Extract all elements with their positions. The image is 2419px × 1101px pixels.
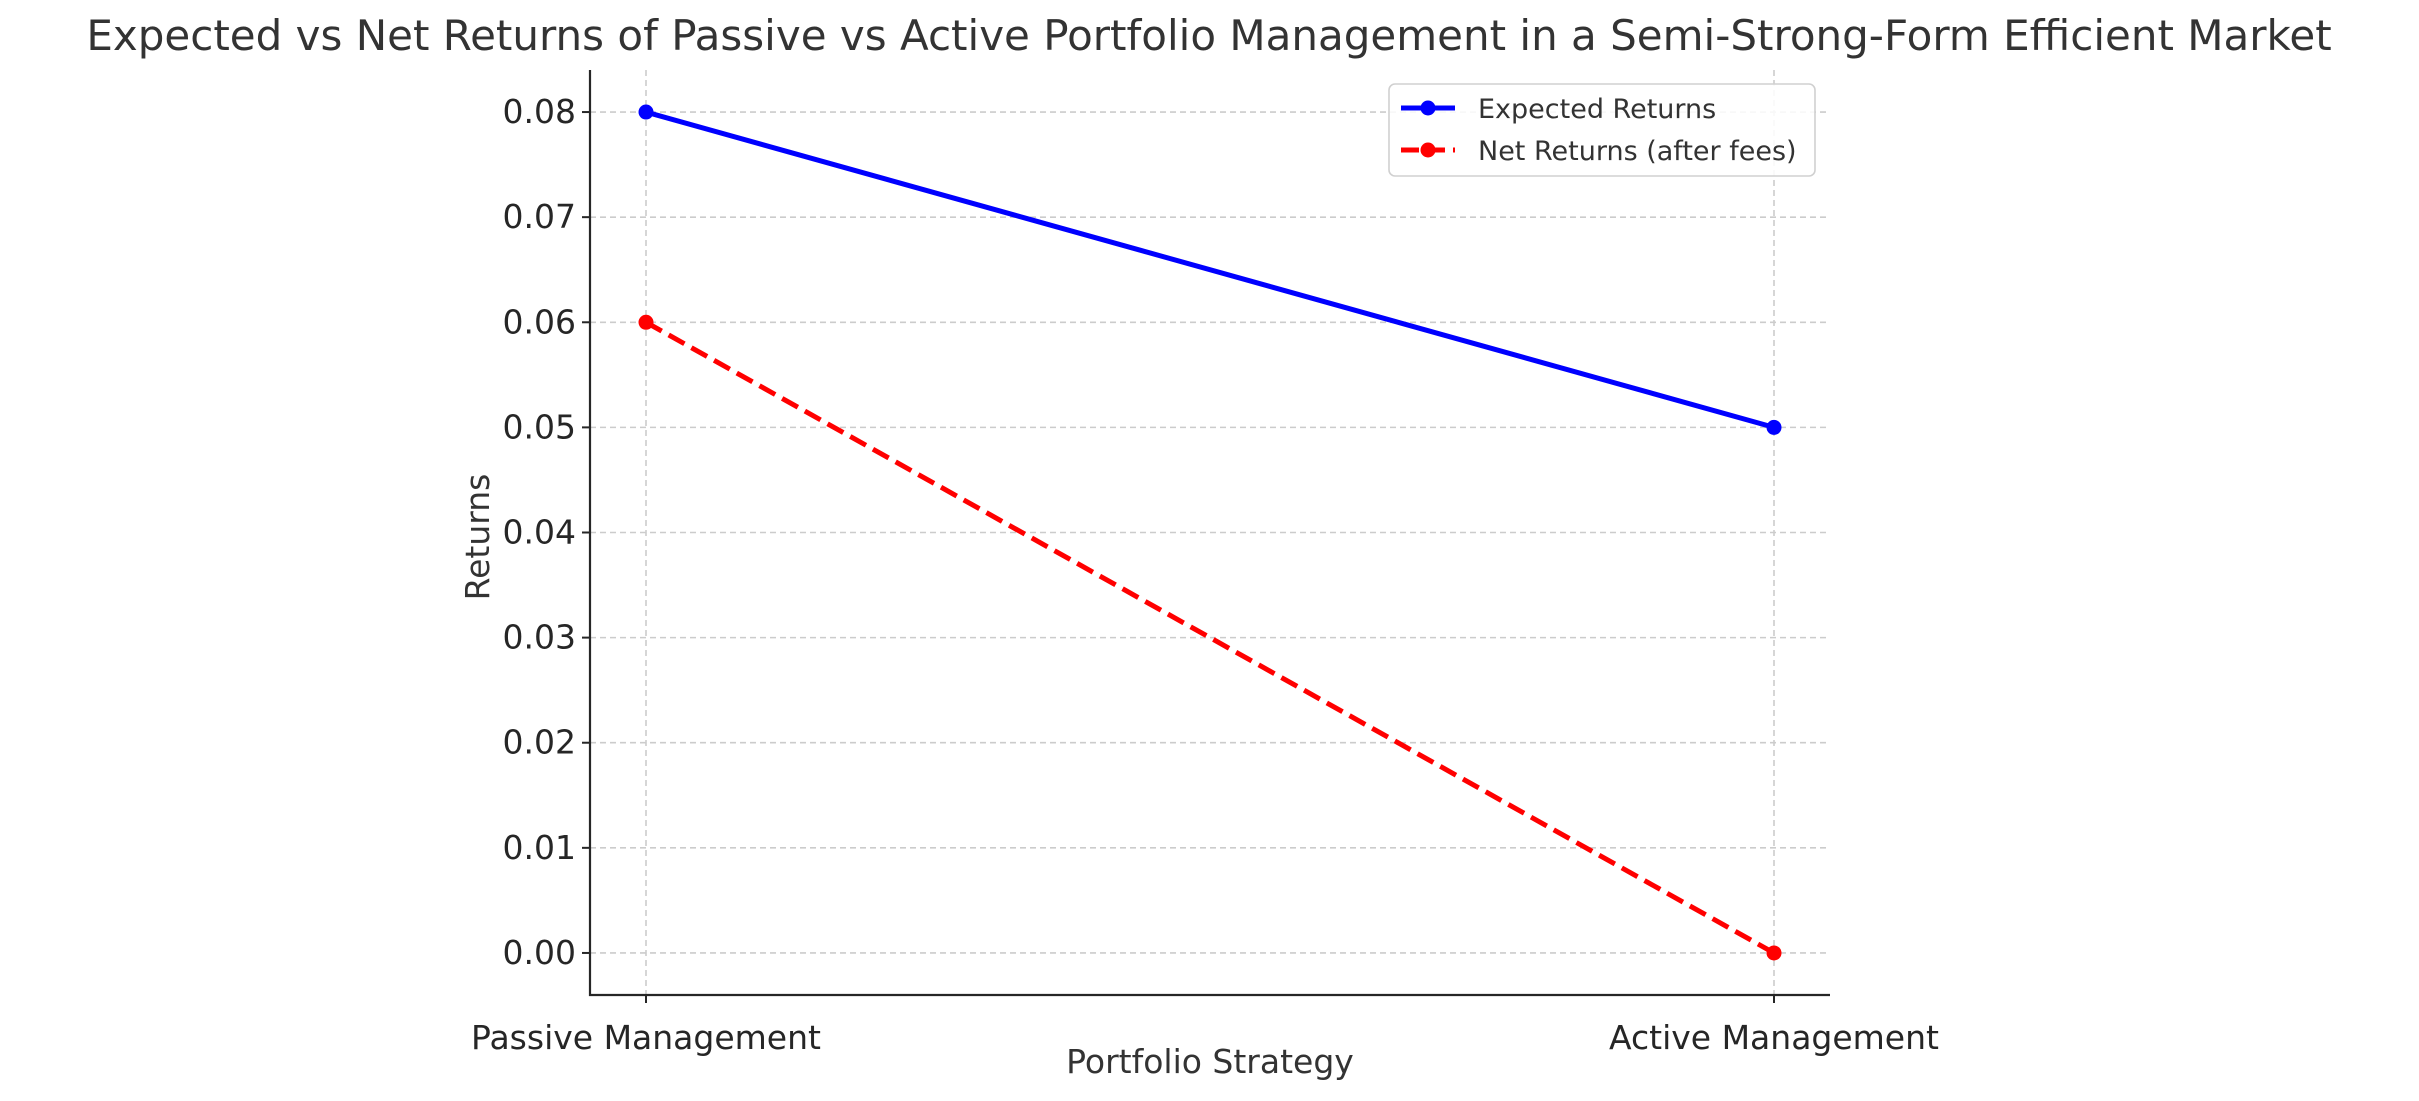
- y-tick-label: 0.06: [503, 302, 576, 341]
- y-axis-label: Returns: [458, 474, 497, 601]
- y-tick-label: 0.00: [503, 933, 576, 972]
- data-point: [1766, 945, 1782, 961]
- legend: Expected Returns Net Returns (after fees): [1388, 83, 1816, 177]
- legend-marker: [1420, 142, 1436, 158]
- y-tick-label: 0.08: [503, 92, 576, 131]
- y-tick-label: 0.01: [503, 828, 576, 867]
- series-layer: [638, 104, 1782, 961]
- legend-entry: Net Returns (after fees): [1478, 136, 1797, 167]
- x-tick-label: Passive Management: [471, 1018, 821, 1057]
- legend-entry: Expected Returns: [1478, 94, 1716, 125]
- ticks: 0.00 0.01 0.02 0.03 0.04 0.05 0.06 0.07 0.08 Pass…: [471, 92, 1939, 1057]
- y-tick-label: 0.05: [503, 407, 576, 446]
- axes: [588, 70, 1830, 997]
- legend-marker: [1420, 100, 1436, 116]
- series-line: [645, 109, 1775, 430]
- grid: [590, 70, 1830, 995]
- series-line: [644, 320, 1776, 956]
- plot-spines: [588, 70, 1830, 997]
- data-point: [1766, 419, 1782, 435]
- data-point: [638, 314, 654, 330]
- legend-frame: [1388, 83, 1816, 177]
- y-tick-label: 0.04: [503, 513, 576, 552]
- x-tick-label: Active Management: [1609, 1018, 1939, 1057]
- x-axis-label: Portfolio Strategy: [1066, 1042, 1354, 1081]
- y-tick-label: 0.03: [503, 618, 576, 657]
- data-point: [638, 104, 654, 120]
- chart-title: Expected vs Net Returns of Passive vs Ac…: [86, 11, 2331, 60]
- y-tick-label: 0.07: [503, 197, 576, 236]
- y-tick-label: 0.02: [503, 723, 576, 762]
